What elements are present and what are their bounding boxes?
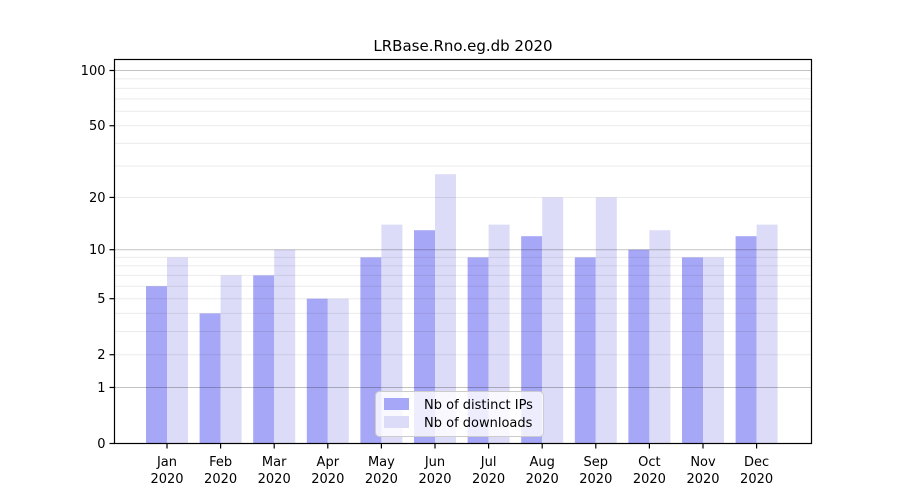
x-tick-label-month: Mar xyxy=(262,455,287,470)
bar-nb-of-distinct-ips-oct xyxy=(628,249,650,444)
x-tick-label-month: May xyxy=(368,455,395,470)
x-tick-label-year: 2020 xyxy=(526,472,559,487)
x-tick-label-year: 2020 xyxy=(365,472,398,487)
bar-nb-of-downloads-sep xyxy=(595,197,617,444)
bar-nb-of-downloads-jan xyxy=(167,257,188,444)
x-tick-label-year: 2020 xyxy=(150,472,183,487)
bar-nb-of-distinct-ips-jan xyxy=(146,286,167,444)
axes-layer: 0 1 2 5 10 20 50 100 Jan 2020 Feb 2020 Mar 2020 Apr 202… xyxy=(81,58,813,487)
x-tick-label-year: 2020 xyxy=(740,472,773,487)
y-tick-label: 0 xyxy=(97,437,105,452)
y-tick-label: 100 xyxy=(81,64,106,79)
bar-nb-of-downloads-jul xyxy=(488,224,510,444)
bar-nb-of-downloads-mar xyxy=(274,249,296,444)
x-tick-label-year: 2020 xyxy=(633,472,666,487)
x-tick-label-year: 2020 xyxy=(311,472,344,487)
x-tick-label-year: 2020 xyxy=(418,472,451,487)
y-tick-label: 5 xyxy=(97,292,105,307)
bar-nb-of-distinct-ips-jun xyxy=(414,230,435,444)
x-tick-label-month: Jan xyxy=(156,455,177,470)
bar-nb-of-distinct-ips-dec xyxy=(735,236,757,444)
legend-label-downloads: Nb of downloads xyxy=(424,416,533,431)
bar-nb-of-distinct-ips-apr xyxy=(306,298,328,444)
y-tick-label: 10 xyxy=(89,243,106,258)
bar-nb-of-downloads-jun xyxy=(435,174,456,444)
y-tick-label: 20 xyxy=(89,191,106,206)
x-tick-label-year: 2020 xyxy=(686,472,719,487)
legend-box xyxy=(375,391,544,437)
grid-layer xyxy=(114,70,812,388)
x-tick-label-month: Dec xyxy=(744,455,769,470)
x-tick-label-month: Aug xyxy=(530,455,555,470)
legend-swatch-downloads xyxy=(384,416,409,428)
bar-nb-of-distinct-ips-mar xyxy=(253,275,275,444)
x-tick-label-year: 2020 xyxy=(258,472,291,487)
legend-label-distinct-ips: Nb of distinct IPs xyxy=(424,398,533,413)
legend-swatch-distinct-ips xyxy=(384,398,409,410)
legend: Nb of distinct IPs Nb of downloads xyxy=(375,391,544,437)
x-tick-label-year: 2020 xyxy=(579,472,612,487)
x-tick-label-month: Feb xyxy=(209,455,232,470)
y-tick-label: 2 xyxy=(97,348,105,363)
bar-nb-of-downloads-may xyxy=(381,224,403,444)
plot-border xyxy=(113,58,813,445)
x-tick-label-month: Apr xyxy=(317,455,340,470)
x-tick-label-month: Sep xyxy=(584,455,609,470)
bar-nb-of-distinct-ips-sep xyxy=(574,257,596,444)
bar-nb-of-downloads-oct xyxy=(649,230,671,444)
x-tick-label-year: 2020 xyxy=(472,472,505,487)
bar-nb-of-downloads-dec xyxy=(756,224,778,444)
bar-nb-of-downloads-aug xyxy=(542,197,564,444)
bar-nb-of-downloads-nov xyxy=(703,257,724,444)
x-tick-label-month: Jun xyxy=(424,455,445,470)
y-tick-label: 1 xyxy=(97,381,105,396)
x-tick-label-month: Oct xyxy=(638,455,660,470)
x-tick-label-year: 2020 xyxy=(204,472,237,487)
y-tick-label: 50 xyxy=(89,119,106,134)
x-tick-label-month: Nov xyxy=(690,455,716,470)
bar-nb-of-distinct-ips-feb xyxy=(199,313,221,444)
x-tick-label-month: Jul xyxy=(480,455,497,470)
bar-nb-of-downloads-feb xyxy=(220,275,242,444)
bar-nb-of-downloads-apr xyxy=(327,298,349,444)
bar-nb-of-distinct-ips-nov xyxy=(682,257,703,444)
chart-title: LRBase.Rno.eg.db 2020 xyxy=(373,37,552,55)
